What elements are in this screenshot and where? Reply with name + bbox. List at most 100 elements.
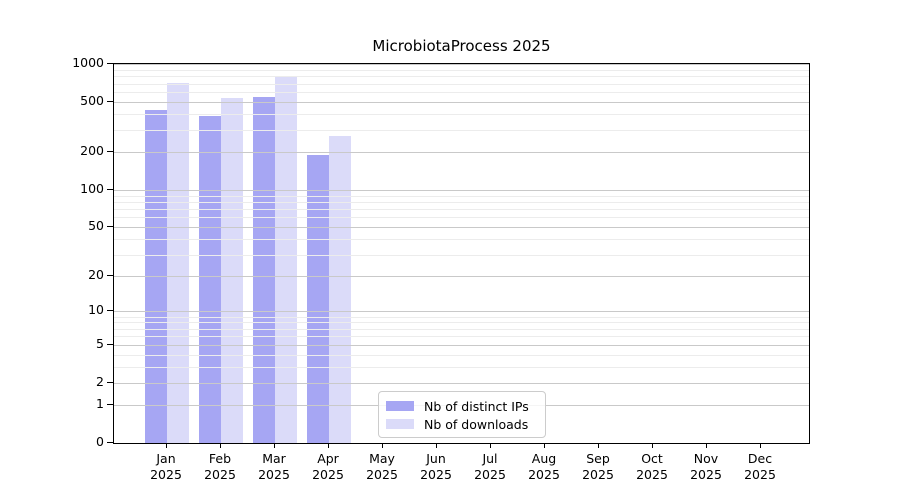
y-tick-label: 50 bbox=[88, 218, 104, 234]
gridline-major bbox=[114, 101, 809, 103]
y-tick-label: 5 bbox=[96, 335, 104, 351]
y-tick-mark bbox=[107, 63, 113, 64]
y-tick-mark bbox=[107, 403, 113, 405]
x-tick-label: May 2025 bbox=[352, 451, 412, 483]
y-tick-label: 1000 bbox=[72, 55, 104, 70]
x-tick-mark bbox=[598, 444, 599, 448]
bar-downloads-apr bbox=[329, 136, 351, 443]
gridline-major bbox=[114, 64, 809, 65]
legend: Nb of distinct IPs Nb of downloads bbox=[378, 391, 546, 438]
x-tick-month: May bbox=[369, 451, 395, 466]
x-tick-mark bbox=[436, 444, 437, 448]
x-tick-year: 2025 bbox=[636, 467, 668, 482]
plot-area bbox=[113, 63, 810, 444]
x-tick-label: Apr 2025 bbox=[298, 451, 358, 483]
x-tick-year: 2025 bbox=[150, 467, 182, 482]
y-tick-mark bbox=[107, 188, 113, 190]
y-tick-mark bbox=[107, 151, 113, 153]
x-tick-label: Feb 2025 bbox=[190, 451, 250, 483]
y-tick-label: 2 bbox=[96, 373, 104, 389]
gridline-minor bbox=[114, 254, 809, 256]
legend-label-downloads: Nb of downloads bbox=[424, 416, 529, 432]
x-tick-month: Jan bbox=[156, 451, 176, 466]
gridline-minor bbox=[114, 336, 809, 338]
y-tick-mark bbox=[107, 226, 113, 228]
x-tick-month: Nov bbox=[693, 451, 719, 466]
gridline-major bbox=[114, 311, 809, 313]
bar-downloads-jan bbox=[167, 82, 189, 443]
gridline-minor bbox=[114, 114, 809, 116]
gridline-minor bbox=[114, 69, 809, 71]
x-tick-mark bbox=[382, 444, 383, 448]
x-tick-mark bbox=[490, 444, 491, 448]
x-tick-label: Oct 2025 bbox=[622, 451, 682, 483]
gridline-minor bbox=[114, 322, 809, 324]
x-tick-month: Feb bbox=[208, 451, 232, 466]
x-tick-month: Jul bbox=[482, 451, 498, 466]
gridline-major bbox=[114, 275, 809, 277]
gridline-minor bbox=[114, 195, 809, 197]
gridline-major bbox=[114, 382, 809, 384]
x-tick-label: Jul 2025 bbox=[460, 451, 520, 483]
x-tick-mark bbox=[544, 444, 545, 448]
gridline-minor bbox=[114, 328, 809, 330]
x-tick-month: Aug bbox=[531, 451, 557, 466]
y-tick-mark bbox=[107, 442, 113, 443]
y-tick-mark bbox=[107, 343, 113, 345]
legend-label-distinct-ips: Nb of distinct IPs bbox=[424, 398, 529, 414]
x-tick-mark bbox=[274, 444, 275, 448]
y-tick-label: 200 bbox=[80, 143, 104, 159]
legend-swatch-distinct-ips-icon bbox=[386, 401, 414, 411]
gridline-minor bbox=[114, 201, 809, 203]
legend-swatch-downloads-icon bbox=[386, 419, 414, 429]
x-tick-label: Sep 2025 bbox=[568, 451, 628, 483]
x-tick-year: 2025 bbox=[528, 467, 560, 482]
legend-item: Nb of downloads bbox=[386, 416, 537, 433]
y-tick-mark bbox=[107, 381, 113, 383]
gridline-minor bbox=[114, 354, 809, 356]
x-tick-year: 2025 bbox=[420, 467, 452, 482]
y-tick-mark bbox=[107, 274, 113, 276]
x-tick-year: 2025 bbox=[474, 467, 506, 482]
gridline-minor bbox=[114, 209, 809, 211]
gridline-minor bbox=[114, 217, 809, 219]
y-tick-label: 0 bbox=[96, 434, 104, 449]
bar-distinct-ips-feb bbox=[199, 115, 221, 443]
x-tick-year: 2025 bbox=[690, 467, 722, 482]
x-tick-label: Aug 2025 bbox=[514, 451, 574, 483]
y-tick-mark bbox=[107, 100, 113, 102]
gridline-minor bbox=[114, 316, 809, 318]
y-tick-label: 1 bbox=[96, 395, 104, 411]
x-tick-month: Oct bbox=[641, 451, 663, 466]
x-tick-mark bbox=[166, 444, 167, 448]
x-tick-month: Jun bbox=[426, 451, 446, 466]
x-tick-mark bbox=[760, 444, 761, 448]
x-tick-label: Nov 2025 bbox=[676, 451, 736, 483]
x-tick-month: Apr bbox=[317, 451, 339, 466]
x-tick-mark bbox=[652, 444, 653, 448]
x-tick-label: Jan 2025 bbox=[136, 451, 196, 483]
x-tick-year: 2025 bbox=[204, 467, 236, 482]
x-tick-label: Dec 2025 bbox=[730, 451, 790, 483]
legend-item: Nb of distinct IPs bbox=[386, 398, 537, 415]
y-tick-label: 100 bbox=[80, 180, 104, 196]
gridline-minor bbox=[114, 239, 809, 241]
y-tick-label: 20 bbox=[88, 266, 104, 282]
gridline-minor bbox=[114, 91, 809, 93]
bar-downloads-feb bbox=[221, 97, 243, 443]
gridline-major bbox=[114, 227, 809, 229]
x-tick-month: Sep bbox=[586, 451, 610, 466]
x-tick-mark bbox=[220, 444, 221, 448]
y-tick-label: 10 bbox=[88, 302, 104, 318]
y-tick-label: 500 bbox=[80, 92, 104, 108]
gridline-minor bbox=[114, 366, 809, 368]
gridline-minor bbox=[114, 83, 809, 85]
x-tick-year: 2025 bbox=[366, 467, 398, 482]
x-tick-year: 2025 bbox=[258, 467, 290, 482]
x-tick-label: Mar 2025 bbox=[244, 451, 304, 483]
gridline-major bbox=[114, 344, 809, 346]
x-tick-year: 2025 bbox=[582, 467, 614, 482]
gridline-major bbox=[114, 152, 809, 154]
bar-downloads-mar bbox=[275, 76, 297, 443]
